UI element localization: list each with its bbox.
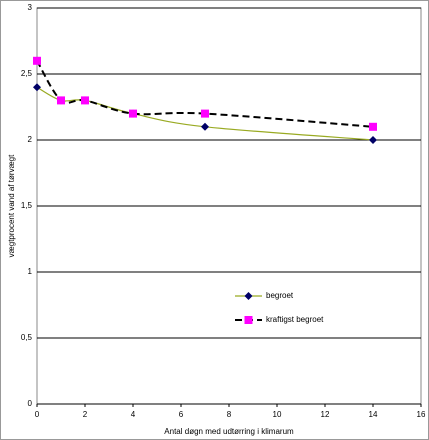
- marker: [201, 109, 209, 118]
- x-tick-label: 6: [179, 410, 184, 419]
- y-tick-label: 3: [28, 3, 33, 12]
- marker: [369, 122, 377, 131]
- x-axis-label: Antal døgn med udtørring i klimarum: [164, 427, 294, 436]
- x-tick-label: 0: [35, 410, 40, 419]
- legend-marker: [244, 292, 253, 300]
- marker: [81, 96, 89, 105]
- marker: [57, 96, 65, 105]
- legend-marker: [244, 316, 253, 324]
- y-tick-label: 2,5: [21, 69, 33, 78]
- x-tick-label: 16: [417, 410, 426, 419]
- x-tick-label: 4: [131, 410, 136, 419]
- legend-label: begroet: [266, 291, 294, 300]
- y-tick-label: 1: [28, 267, 33, 276]
- y-axis-label: vægtprocent vand af tørvægt: [7, 154, 16, 257]
- x-tick-label: 14: [369, 410, 378, 419]
- y-tick-label: 1,5: [21, 201, 33, 210]
- legend-label: kraftigst begroet: [266, 315, 324, 324]
- marker: [201, 122, 209, 131]
- y-tick-label: 2: [28, 135, 33, 144]
- marker: [33, 83, 41, 92]
- y-tick-label: 0: [28, 399, 33, 408]
- x-tick-label: 12: [321, 410, 330, 419]
- x-tick-label: 8: [227, 410, 232, 419]
- marker: [129, 109, 137, 118]
- legend: [228, 282, 358, 336]
- x-tick-label: 2: [83, 410, 88, 419]
- x-tick-label: 10: [273, 410, 282, 419]
- marker: [369, 136, 377, 144]
- marker: [33, 56, 41, 65]
- y-tick-label: 0,5: [21, 333, 33, 342]
